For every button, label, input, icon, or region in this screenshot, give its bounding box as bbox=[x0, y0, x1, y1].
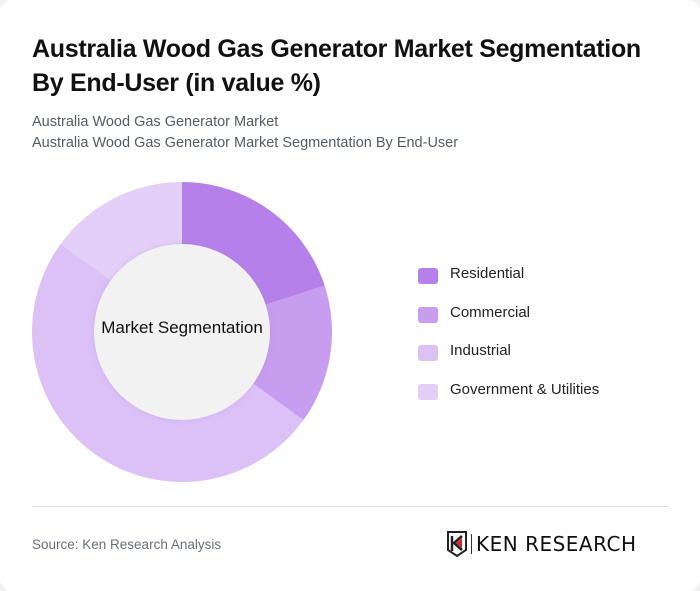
legend-swatch-icon bbox=[418, 345, 438, 361]
donut-center-label: Market Segmentation bbox=[101, 318, 263, 337]
chart-subtitle-segmentation: Australia Wood Gas Generator Market Segm… bbox=[32, 135, 459, 151]
donut-chart bbox=[32, 182, 332, 482]
logo-text: KEN RESEARCH bbox=[476, 532, 637, 556]
legend-swatch-icon bbox=[418, 268, 438, 284]
donut-hole bbox=[94, 244, 270, 420]
legend-label: Industrial bbox=[450, 342, 511, 359]
legend-swatch-icon bbox=[418, 383, 438, 400]
ken-shield-icon bbox=[447, 531, 467, 557]
legend-swatch-icon bbox=[418, 306, 438, 323]
source-note: Source: Ken Research Analysis bbox=[32, 537, 222, 552]
legend-label: Commercial bbox=[450, 303, 531, 321]
chart-subtitle-market: Australia Wood Gas Generator Market bbox=[32, 114, 279, 130]
legend-label: Residential bbox=[450, 265, 525, 282]
legend-label: Government & Utilities bbox=[450, 380, 600, 398]
chart-title: Australia Wood Gas Generator Market Segm… bbox=[32, 35, 641, 97]
logo-separator bbox=[471, 534, 472, 554]
footer-divider bbox=[32, 506, 668, 507]
ken-research-logo: KEN RESEARCH bbox=[447, 531, 637, 557]
